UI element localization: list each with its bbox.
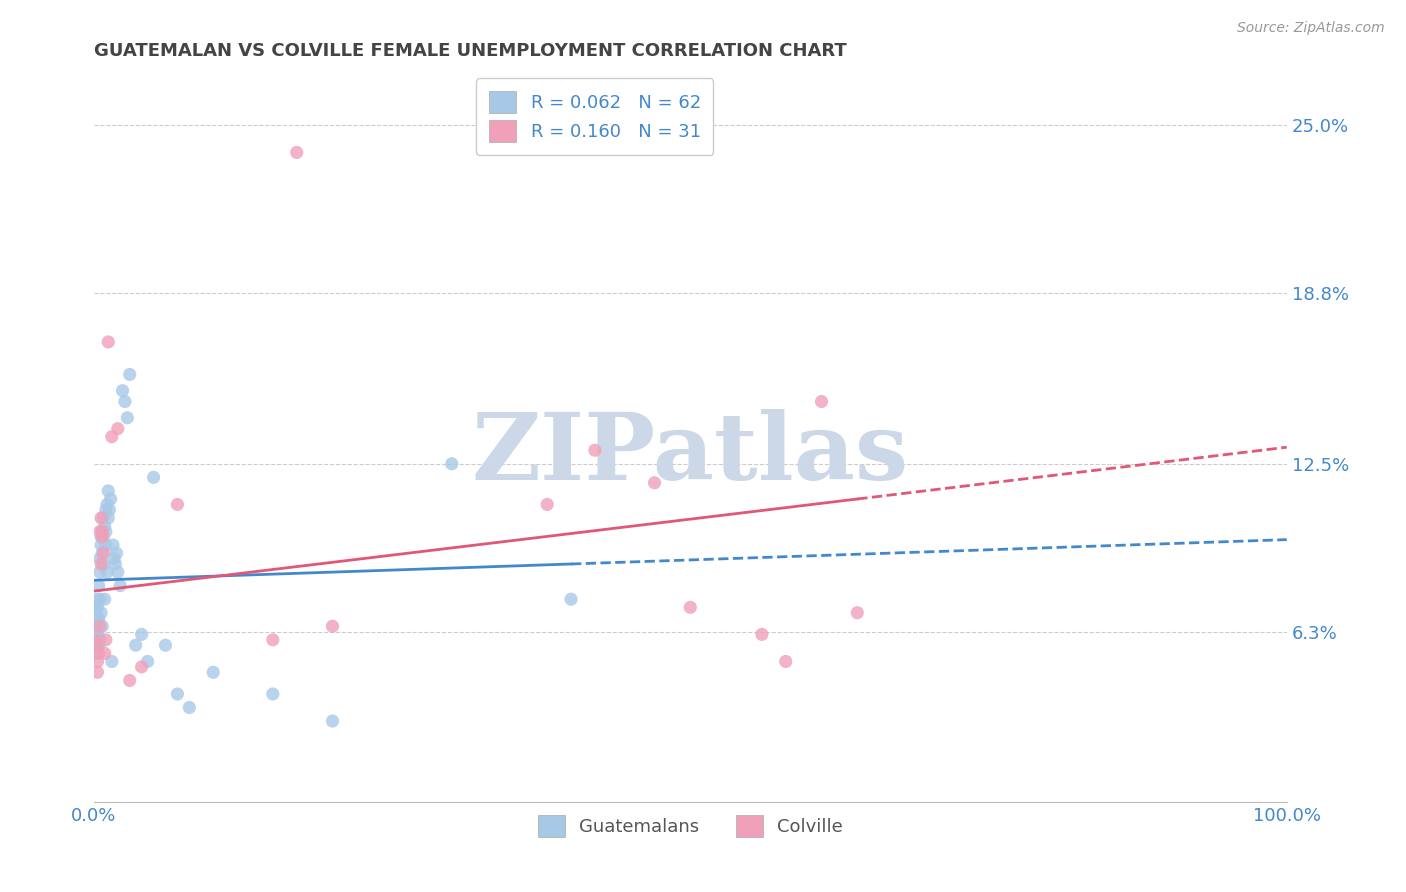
Point xyxy=(321,619,343,633)
Point xyxy=(108,579,131,593)
Point xyxy=(775,655,797,669)
Point xyxy=(536,497,558,511)
Point xyxy=(89,592,111,607)
Point xyxy=(93,646,115,660)
Point xyxy=(86,638,108,652)
Point xyxy=(97,511,120,525)
Point xyxy=(89,565,111,579)
Point xyxy=(321,714,343,728)
Point xyxy=(94,524,117,539)
Point xyxy=(93,519,115,533)
Point xyxy=(97,483,120,498)
Point xyxy=(131,660,153,674)
Point xyxy=(846,606,869,620)
Point xyxy=(89,551,111,566)
Point xyxy=(155,638,177,652)
Point xyxy=(100,491,122,506)
Point xyxy=(101,655,124,669)
Text: GUATEMALAN VS COLVILLE FEMALE UNEMPLOYMENT CORRELATION CHART: GUATEMALAN VS COLVILLE FEMALE UNEMPLOYME… xyxy=(94,42,846,60)
Point xyxy=(111,384,134,398)
Point xyxy=(86,624,108,639)
Point xyxy=(96,497,118,511)
Point xyxy=(86,638,108,652)
Point xyxy=(97,334,120,349)
Point xyxy=(262,687,284,701)
Point xyxy=(94,538,117,552)
Point xyxy=(90,530,112,544)
Text: ZIPatlas: ZIPatlas xyxy=(472,409,908,499)
Point xyxy=(86,592,108,607)
Point xyxy=(86,665,108,680)
Point xyxy=(86,606,108,620)
Point xyxy=(114,394,136,409)
Point xyxy=(91,524,114,539)
Point xyxy=(94,503,117,517)
Point xyxy=(107,565,129,579)
Point xyxy=(107,421,129,435)
Point xyxy=(644,475,666,490)
Point xyxy=(87,638,110,652)
Point xyxy=(440,457,463,471)
Point xyxy=(89,619,111,633)
Point xyxy=(93,557,115,571)
Point xyxy=(131,627,153,641)
Point xyxy=(118,673,141,688)
Point xyxy=(117,410,139,425)
Point xyxy=(86,646,108,660)
Point xyxy=(84,619,107,633)
Point xyxy=(142,470,165,484)
Point xyxy=(91,524,114,539)
Text: Source: ZipAtlas.com: Source: ZipAtlas.com xyxy=(1237,21,1385,35)
Point xyxy=(87,579,110,593)
Point xyxy=(98,503,121,517)
Point xyxy=(90,511,112,525)
Point xyxy=(94,632,117,647)
Point xyxy=(105,546,128,560)
Point xyxy=(89,632,111,647)
Point xyxy=(84,632,107,647)
Point xyxy=(89,524,111,539)
Point xyxy=(583,443,606,458)
Point xyxy=(810,394,832,409)
Point xyxy=(93,592,115,607)
Point xyxy=(84,611,107,625)
Point xyxy=(90,538,112,552)
Point xyxy=(136,655,159,669)
Point xyxy=(84,600,107,615)
Point xyxy=(179,700,201,714)
Point xyxy=(87,646,110,660)
Point xyxy=(93,530,115,544)
Point xyxy=(96,565,118,579)
Point xyxy=(90,606,112,620)
Point xyxy=(86,655,108,669)
Point xyxy=(87,611,110,625)
Point xyxy=(751,627,773,641)
Point xyxy=(104,557,127,571)
Point xyxy=(124,638,146,652)
Point xyxy=(101,538,124,552)
Point xyxy=(101,430,124,444)
Legend: Guatemalans, Colville: Guatemalans, Colville xyxy=(530,807,851,844)
Point xyxy=(86,614,108,628)
Point xyxy=(86,600,108,615)
Point xyxy=(202,665,225,680)
Point xyxy=(91,530,114,544)
Point xyxy=(93,511,115,525)
Point xyxy=(93,546,115,560)
Point xyxy=(86,627,108,641)
Point xyxy=(262,632,284,647)
Point xyxy=(166,497,188,511)
Point xyxy=(91,619,114,633)
Point xyxy=(285,145,308,160)
Point xyxy=(91,546,114,560)
Point xyxy=(166,687,188,701)
Point xyxy=(86,632,108,647)
Point xyxy=(679,600,702,615)
Point xyxy=(90,557,112,571)
Point xyxy=(103,551,125,566)
Point xyxy=(560,592,582,607)
Point xyxy=(118,368,141,382)
